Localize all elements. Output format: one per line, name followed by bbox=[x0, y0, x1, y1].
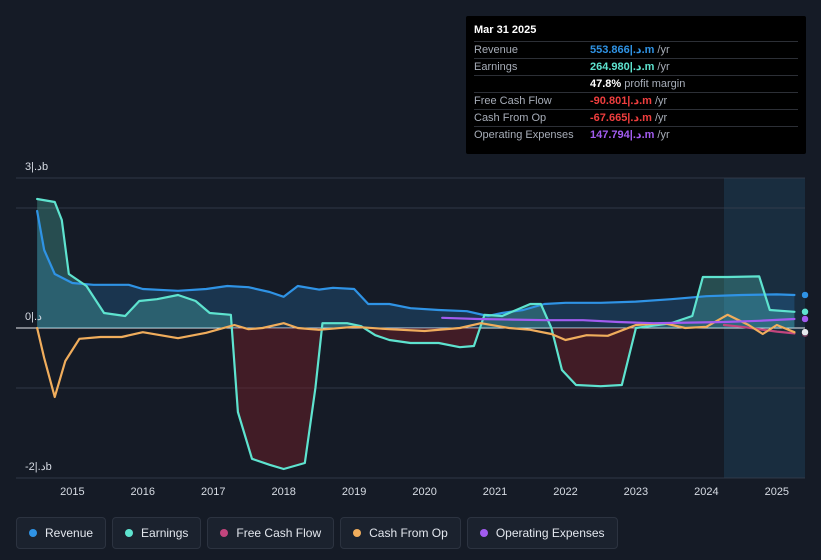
x-tick-label: 2022 bbox=[553, 486, 577, 498]
tooltip-label: Operating Expenses bbox=[474, 129, 574, 141]
series-end-marker bbox=[801, 308, 809, 316]
series-area-revenue bbox=[37, 211, 795, 328]
x-tick-label: 2021 bbox=[483, 486, 507, 498]
legend-item-cash-from-op[interactable]: Cash From Op bbox=[340, 517, 461, 549]
tooltip-row-free-cash-flow: Free Cash Flow -90.801|.د.m /yr bbox=[474, 92, 798, 109]
y-label-zero: 0|.د bbox=[25, 311, 42, 323]
series-end-marker bbox=[801, 315, 809, 323]
tooltip-panel: Mar 31 2025 Revenue 553.866|.د.m /yr Ear… bbox=[466, 16, 806, 154]
legend-label: Earnings bbox=[141, 526, 189, 540]
legend-item-revenue[interactable]: Revenue bbox=[16, 517, 107, 549]
legend-label: Operating Expenses bbox=[495, 526, 605, 540]
series-end-marker bbox=[801, 291, 809, 299]
legend-dot-icon bbox=[353, 529, 362, 537]
tooltip-unit: profit margin bbox=[624, 78, 686, 90]
x-tick-label: 2025 bbox=[765, 486, 789, 498]
legend-dot-icon bbox=[220, 529, 229, 537]
x-tick-label: 2019 bbox=[342, 486, 366, 498]
legend-label: Free Cash Flow bbox=[236, 526, 322, 540]
y-label-top: 3|.دb bbox=[25, 161, 48, 173]
x-tick-label: 2015 bbox=[60, 486, 84, 498]
series-line-earnings bbox=[36, 197, 796, 471]
chart-area[interactable]: 3|.دb 0|.د -2|.دb 2015 2016 2017 2018 2019 2020 2… bbox=[0, 0, 821, 515]
tooltip-value: -67.665|.د.m bbox=[590, 112, 652, 124]
legend-item-free-cash-flow[interactable]: Free Cash Flow bbox=[207, 517, 335, 549]
tooltip-value: -90.801|.د.m bbox=[590, 95, 652, 107]
tooltip-label: Revenue bbox=[474, 44, 519, 56]
tooltip-row-revenue: Revenue 553.866|.د.m /yr bbox=[474, 41, 798, 58]
tooltip-date: Mar 31 2025 bbox=[474, 24, 537, 36]
tooltip-label: Cash From Op bbox=[474, 112, 547, 124]
legend-dot-icon bbox=[29, 529, 37, 537]
tooltip-label: Earnings bbox=[474, 61, 518, 73]
legend-dot-icon bbox=[125, 529, 134, 537]
x-tick-label: 2023 bbox=[624, 486, 648, 498]
tooltip-value: 147.794|.د.m bbox=[590, 129, 655, 141]
tooltip-unit: /yr bbox=[657, 44, 670, 56]
x-tick-label: 2020 bbox=[412, 486, 436, 498]
tooltip-unit: /yr bbox=[654, 95, 668, 107]
tooltip-value: 264.980|.د.m bbox=[590, 61, 655, 73]
y-label-bottom: -2|.دb bbox=[25, 461, 52, 473]
tooltip-unit: /yr bbox=[654, 112, 668, 124]
series-line-free-cash-flow bbox=[722, 323, 796, 335]
series-line-operating-expenses bbox=[441, 316, 796, 325]
tooltip-value: 47.8% bbox=[590, 78, 622, 90]
x-tick-label: 2017 bbox=[201, 486, 225, 498]
tooltip-value: 553.866|.د.m bbox=[590, 44, 655, 56]
legend-item-earnings[interactable]: Earnings bbox=[112, 517, 202, 549]
tooltip-row-profit-margin: 47.8% profit margin bbox=[474, 75, 798, 92]
legend: Revenue Earnings Free Cash Flow Cash Fro… bbox=[16, 517, 618, 549]
tooltip-label: Free Cash Flow bbox=[474, 95, 552, 107]
axis-layer: 3|.دb 0|.د -2|.دb 2015 2016 2017 2018 2019 2020 2… bbox=[25, 161, 789, 498]
tooltip-row-cash-from-op: Cash From Op -67.665|.د.m /yr bbox=[474, 109, 798, 126]
tooltip-unit: /yr bbox=[657, 61, 670, 73]
tooltip-row-earnings: Earnings 264.980|.د.m /yr bbox=[474, 58, 798, 75]
legend-dot-icon bbox=[479, 529, 488, 537]
legend-item-operating-expenses[interactable]: Operating Expenses bbox=[466, 517, 618, 549]
line-layer bbox=[36, 197, 809, 471]
series-line-cash-from-op bbox=[36, 313, 796, 399]
legend-label: Revenue bbox=[45, 526, 94, 540]
legend-label: Cash From Op bbox=[369, 526, 448, 540]
tooltip-row-operating-expenses: Operating Expenses 147.794|.د.m /yr bbox=[474, 126, 798, 143]
series-line-revenue bbox=[36, 209, 796, 318]
x-tick-label: 2024 bbox=[694, 486, 718, 498]
x-tick-label: 2016 bbox=[131, 486, 155, 498]
tooltip-unit: /yr bbox=[657, 129, 670, 141]
series-end-marker bbox=[801, 328, 809, 336]
grid-layer bbox=[16, 177, 805, 479]
series-area-negative-earnings bbox=[37, 328, 795, 469]
x-tick-label: 2018 bbox=[271, 486, 295, 498]
